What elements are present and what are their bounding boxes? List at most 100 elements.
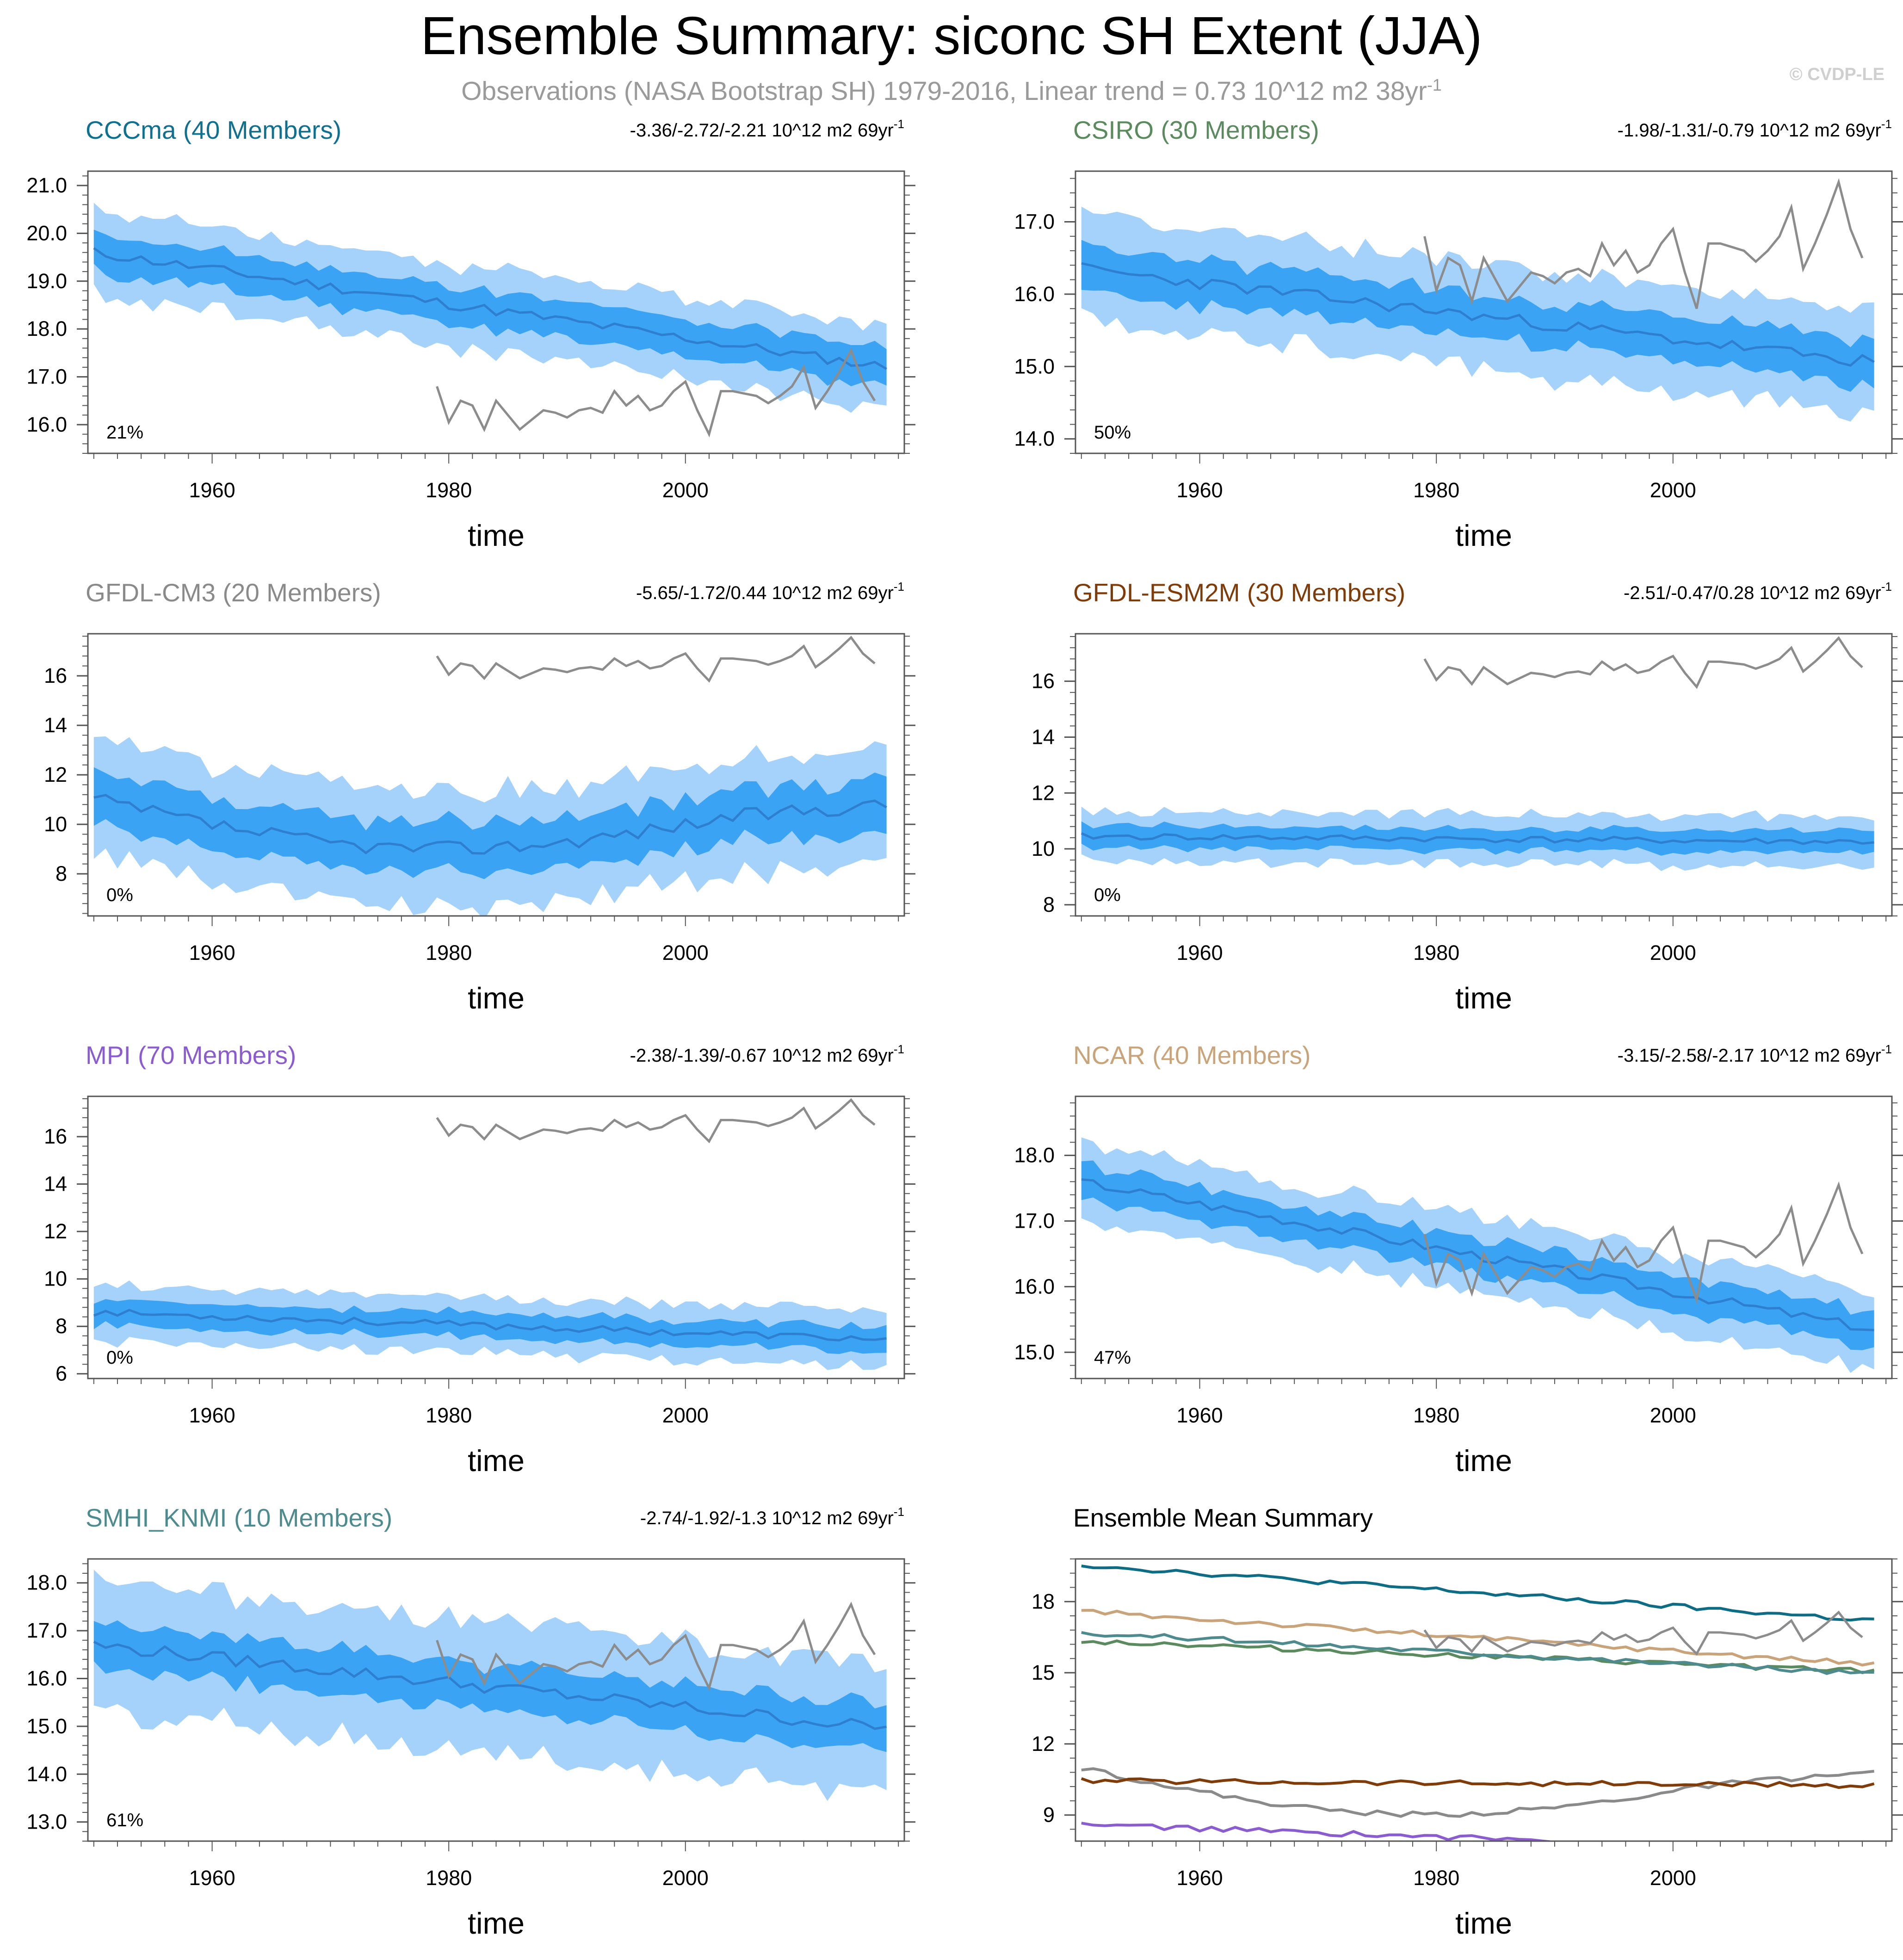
x-tick-label: 1980 — [426, 941, 472, 965]
panel-title: Ensemble Mean Summary — [1073, 1503, 1373, 1532]
plot-frame — [1075, 633, 1893, 917]
plot-area — [93, 203, 887, 438]
y-tick-label: 10 — [44, 812, 67, 836]
trend-superscript: -1 — [1881, 1042, 1892, 1056]
panel-csiro: CSIRO (30 Members) -1.98/-1.31/-0.79 10^1… — [1014, 116, 1903, 552]
plot-area — [93, 636, 887, 916]
x-axis-label: time — [468, 1444, 525, 1478]
x-tick-label: 1960 — [189, 1866, 235, 1890]
x-tick-label: 1980 — [426, 478, 472, 502]
trend-superscript: -1 — [894, 1505, 904, 1519]
y-tick-label: 16 — [1032, 669, 1055, 693]
series-line-cccma — [1081, 1564, 1874, 1622]
y-tick-label: 17.0 — [26, 365, 67, 389]
trend-text: -2.74/-1.92/-1.3 10^12 m2 69yr — [640, 1508, 894, 1528]
series-line-gfdl-cm3 — [1081, 1767, 1874, 1818]
y-tick-label: 16.0 — [26, 413, 67, 436]
trend-superscript: -1 — [1881, 117, 1892, 131]
x-axis-label: time — [1455, 519, 1512, 552]
x-tick-label: 2000 — [662, 941, 709, 965]
plot-area — [1081, 636, 1874, 871]
ensemble-mean-line — [93, 1640, 887, 1730]
ensemble-spread-band — [93, 767, 887, 879]
trend-text: -3.15/-2.58/-2.17 10^12 m2 69yr — [1618, 1045, 1881, 1066]
panel-summary: Ensemble Mean Summary 1960 1980 2000 time 9 12… — [1032, 1503, 1903, 1940]
x-axis-label: time — [468, 981, 525, 1015]
trend-label: -5.65/-1.72/0.44 10^12 m2 69yr-1 — [636, 580, 904, 603]
ensemble-mean-line — [93, 247, 887, 370]
plot-area — [93, 1098, 887, 1370]
trend-label: -1.98/-1.31/-0.79 10^12 m2 69yr-1 — [1618, 117, 1892, 141]
y-tick-label: 15.0 — [1014, 1340, 1055, 1364]
y-tick-label: 16 — [44, 1125, 67, 1148]
ensemble-spread-band — [93, 229, 887, 386]
y-tick-label: 13.0 — [26, 1810, 67, 1834]
y-tick-label: 17.0 — [1014, 1209, 1055, 1233]
observations-line — [1423, 636, 1863, 689]
series-line-smhi_knmi — [1081, 1631, 1874, 1675]
plot-frame — [1075, 1558, 1893, 1842]
y-tick-label: 12 — [1032, 781, 1055, 804]
observations-line — [1423, 1610, 1863, 1656]
x-tick-label: 1960 — [1177, 478, 1223, 502]
x-tick-label: 1980 — [426, 1404, 472, 1427]
ensemble-spread-band — [1081, 240, 1874, 392]
ensemble-mean-line — [1081, 832, 1874, 845]
subtitle-text: Observations (NASA Bootstrap SH) 1979-20… — [461, 76, 1427, 106]
percent-label: 0% — [1094, 885, 1121, 905]
trend-label: -2.74/-1.92/-1.3 10^12 m2 69yr-1 — [640, 1505, 904, 1528]
series-line-gfdl-esm2m — [1081, 1777, 1875, 1789]
y-tick-label: 19.0 — [26, 269, 67, 293]
y-tick-label: 12 — [1032, 1732, 1055, 1756]
trend-text: -5.65/-1.72/0.44 10^12 m2 69yr — [636, 583, 894, 603]
x-tick-label: 1980 — [1413, 1866, 1459, 1890]
observations-line — [436, 347, 876, 438]
observations-line — [436, 636, 876, 683]
y-tick-label: 16.0 — [1014, 282, 1055, 306]
y-tick-label: 12 — [44, 763, 67, 786]
y-tick-label: 16.0 — [26, 1666, 67, 1690]
y-tick-label: 17.0 — [1014, 210, 1055, 233]
observations-line — [1423, 178, 1864, 309]
x-tick-label: 1960 — [189, 1404, 235, 1427]
y-tick-label: 21.0 — [26, 173, 67, 197]
y-tick-label: 9 — [1043, 1803, 1055, 1827]
trend-label: -3.15/-2.58/-2.17 10^12 m2 69yr-1 — [1618, 1042, 1892, 1066]
series-line-csiro — [1081, 1639, 1875, 1675]
panel-cccma: CCCma (40 Members) -3.36/-2.72/-2.21 10^1… — [26, 116, 915, 552]
plot-area — [1081, 1564, 1875, 1841]
x-tick-label: 2000 — [1650, 478, 1696, 502]
panel-ncar: NCAR (40 Members) -3.15/-2.58/-2.17 10^12… — [1014, 1041, 1903, 1478]
y-tick-label: 8 — [1043, 893, 1055, 916]
y-tick-label: 14.0 — [26, 1762, 67, 1786]
ensemble-mean-line — [1081, 262, 1875, 367]
trend-text: -2.38/-1.39/-0.67 10^12 m2 69yr — [630, 1045, 894, 1066]
panel-title: GFDL-CM3 (20 Members) — [86, 578, 381, 607]
percent-label: 21% — [106, 422, 143, 443]
trend-superscript: -1 — [894, 117, 904, 131]
plot-area — [1081, 1137, 1874, 1373]
x-tick-label: 1960 — [189, 941, 235, 965]
panel-gfdl-esm2m: GFDL-ESM2M (30 Members) -2.51/-0.47/0.28 … — [1032, 578, 1903, 1015]
observations-line — [1423, 1181, 1864, 1305]
panel-title: CSIRO (30 Members) — [1073, 116, 1319, 144]
ensemble-mean-line — [93, 794, 887, 855]
x-axis-label: time — [468, 1906, 525, 1940]
panel-mpi: MPI (70 Members) -2.38/-1.39/-0.67 10^12 … — [44, 1041, 915, 1478]
trend-superscript: -1 — [1881, 580, 1892, 594]
panel-title: SMHI_KNMI (10 Members) — [86, 1503, 392, 1532]
y-tick-label: 18 — [1032, 1589, 1055, 1613]
trend-superscript: -1 — [894, 580, 904, 594]
y-tick-label: 17.0 — [26, 1619, 67, 1642]
panel-gfdl-cm3: GFDL-CM3 (20 Members) -5.65/-1.72/0.44 10… — [44, 578, 915, 1015]
figure-title: Ensemble Summary: siconc SH Extent (JJA) — [420, 6, 1483, 66]
series-line-ncar — [1081, 1608, 1875, 1667]
percent-label: 50% — [1094, 422, 1131, 443]
y-tick-label: 14 — [44, 713, 67, 737]
y-tick-label: 14 — [44, 1172, 67, 1196]
y-tick-label: 12 — [44, 1219, 67, 1243]
x-tick-label: 2000 — [662, 478, 709, 502]
ensemble-mean-line — [93, 1309, 887, 1342]
y-tick-label: 18.0 — [26, 1571, 67, 1595]
trend-text: -3.36/-2.72/-2.21 10^12 m2 69yr — [630, 120, 894, 141]
